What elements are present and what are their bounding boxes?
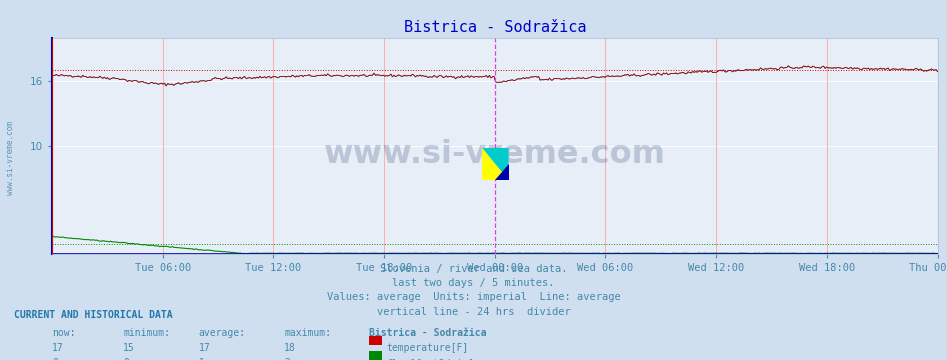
Text: vertical line - 24 hrs  divider: vertical line - 24 hrs divider xyxy=(377,307,570,317)
Text: 17: 17 xyxy=(52,343,63,353)
Text: now:: now: xyxy=(52,328,76,338)
Text: 17: 17 xyxy=(199,343,210,353)
Text: flow[foot3/min]: flow[foot3/min] xyxy=(386,358,474,360)
Title: Bistrica - Sodražica: Bistrica - Sodražica xyxy=(403,20,586,35)
Text: Bistrica - Sodražica: Bistrica - Sodražica xyxy=(369,328,487,338)
Polygon shape xyxy=(482,148,509,180)
Bar xyxy=(369,336,382,345)
Text: temperature[F]: temperature[F] xyxy=(386,343,469,353)
Text: Slovenia / river and sea data.: Slovenia / river and sea data. xyxy=(380,264,567,274)
Text: 0: 0 xyxy=(52,358,58,360)
Text: 2: 2 xyxy=(284,358,290,360)
Text: CURRENT AND HISTORICAL DATA: CURRENT AND HISTORICAL DATA xyxy=(14,310,173,320)
Text: www.si-vreme.com: www.si-vreme.com xyxy=(324,139,666,170)
Text: maximum:: maximum: xyxy=(284,328,331,338)
Text: 15: 15 xyxy=(123,343,134,353)
Polygon shape xyxy=(482,148,509,180)
Text: Values: average  Units: imperial  Line: average: Values: average Units: imperial Line: av… xyxy=(327,292,620,302)
Text: www.si-vreme.com: www.si-vreme.com xyxy=(6,121,15,195)
Polygon shape xyxy=(495,164,509,180)
Text: 18: 18 xyxy=(284,343,295,353)
Bar xyxy=(369,351,382,360)
Text: minimum:: minimum: xyxy=(123,328,170,338)
Text: 1: 1 xyxy=(199,358,205,360)
Text: average:: average: xyxy=(199,328,246,338)
Text: 0: 0 xyxy=(123,358,129,360)
Text: last two days / 5 minutes.: last two days / 5 minutes. xyxy=(392,278,555,288)
